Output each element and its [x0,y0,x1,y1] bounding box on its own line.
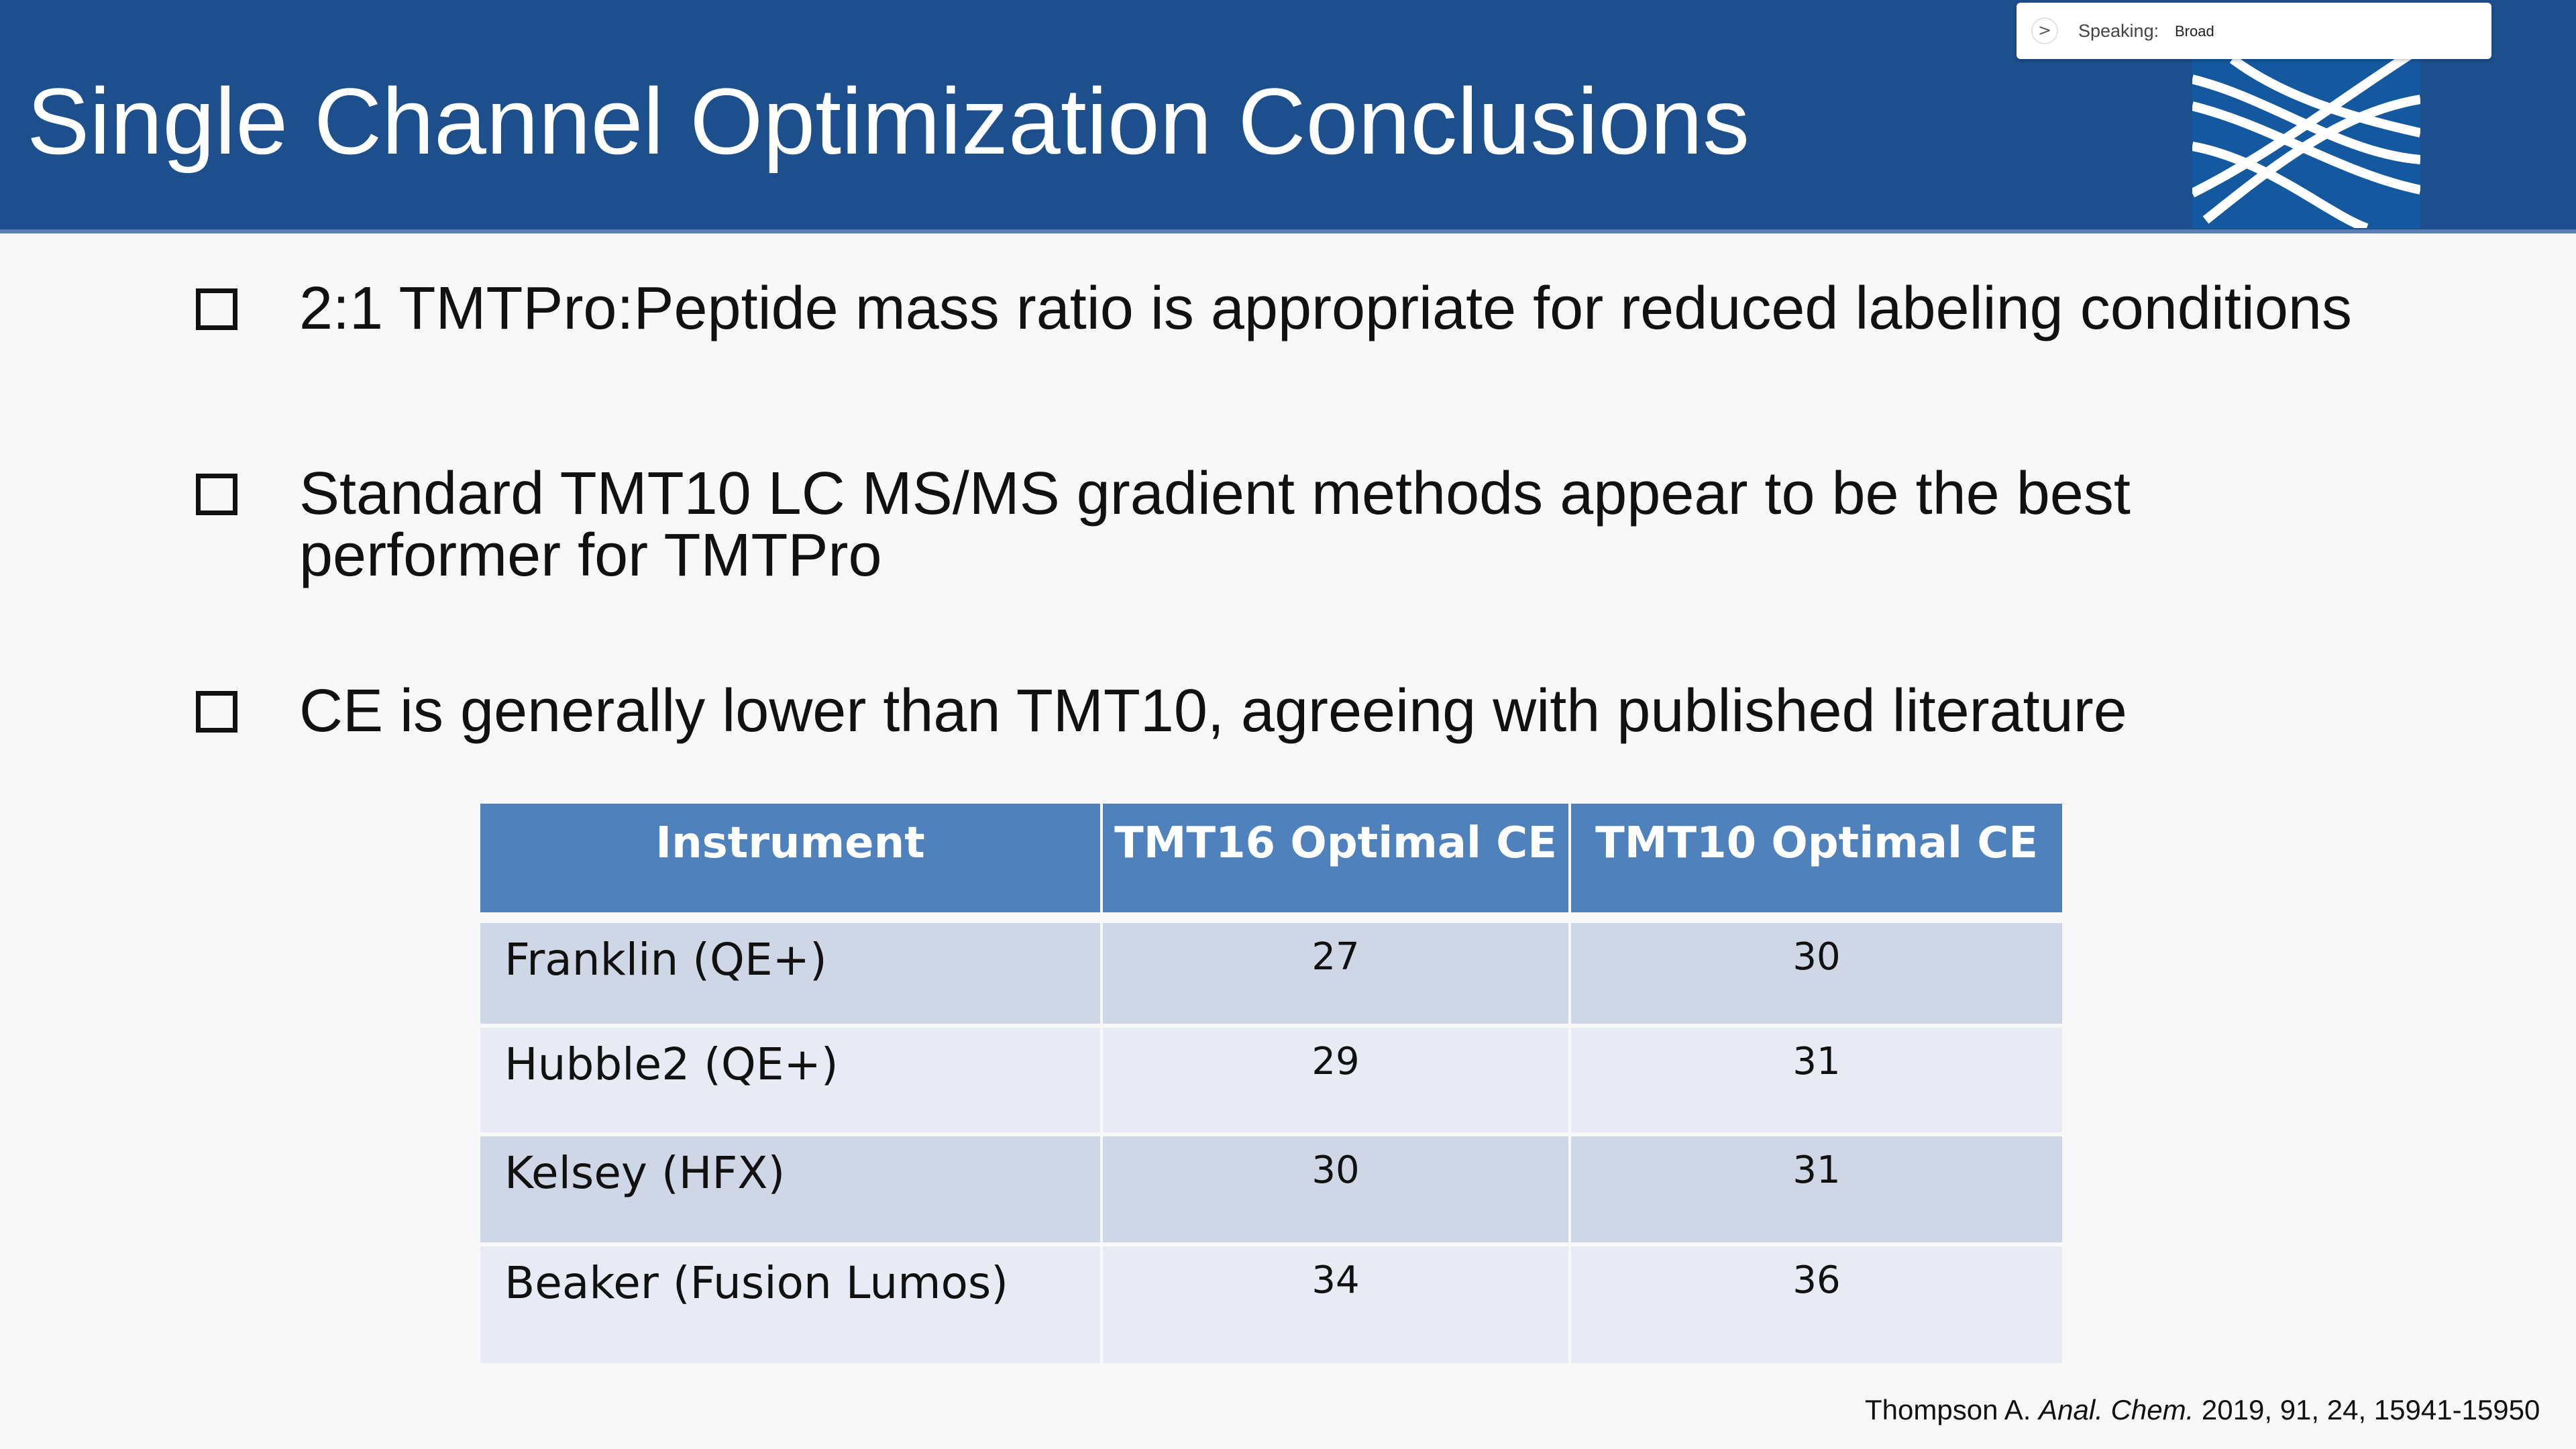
table-cell-value: 31 [1571,1136,2062,1242]
ce-table: Instrument TMT16 Optimal CE TMT10 Optima… [480,804,2062,1363]
bullet-item: Standard TMT10 LC MS/MS gradient methods… [299,460,2131,589]
table-cell-value: 29 [1103,1028,1568,1132]
table-cell-value: 30 [1571,923,2062,1024]
checkbox-icon [196,474,237,515]
table-cell-value: 36 [1571,1246,2062,1363]
bullet-item: 2:1 TMTPro:Peptide mass ratio is appropr… [299,275,2352,342]
table-cell-value: 34 [1103,1246,1568,1363]
table-header-cell: TMT10 Optimal CE [1571,804,2062,912]
citation-details: 2019, 91, 24, 15941-15950 [2201,1394,2540,1426]
table-cell-instrument: Franklin (QE+) [480,923,1100,1024]
citation: Thompson A. Anal. Chem. 2019, 91, 24, 15… [1865,1393,2540,1428]
table-cell-instrument: Kelsey (HFX) [480,1136,1100,1242]
table-header-cell: Instrument [480,804,1100,912]
speaking-label: Speaking: [2078,21,2159,41]
table-cell-instrument: Beaker (Fusion Lumos) [480,1246,1100,1363]
table-cell-value: 30 [1103,1136,1568,1242]
checkbox-icon [196,288,237,330]
bullet-item: CE is generally lower than TMT10, agreei… [299,678,2127,745]
citation-journal: Anal. Chem. [2039,1394,2194,1426]
citation-author: Thompson A. [1865,1394,2031,1426]
table-header-cell: TMT16 Optimal CE [1103,804,1568,912]
broad-logo [2192,59,2420,228]
speaking-indicator[interactable]: > Speaking: Broad [2017,3,2491,59]
table-cell-value: 31 [1571,1028,2062,1132]
speaker-name: Broad [2175,23,2214,40]
chevron-right-icon[interactable]: > [2031,17,2058,44]
table-cell-instrument: Hubble2 (QE+) [480,1028,1100,1132]
slide-title: Single Channel Optimization Conclusions [27,68,1750,174]
checkbox-icon [196,691,237,733]
table-cell-value: 27 [1103,923,1568,1024]
logo-mark [2192,59,2420,228]
